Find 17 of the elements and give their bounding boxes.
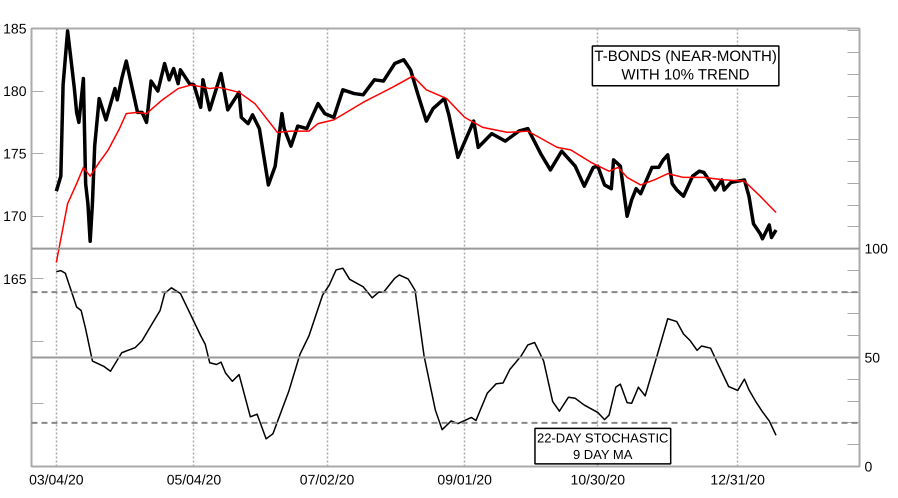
y-tick-label: 180: [3, 83, 27, 100]
y2-tick-label: 100: [864, 240, 888, 257]
x-tick-label: 12/31/20: [710, 472, 766, 488]
x-tick-label: 03/04/20: [29, 472, 84, 488]
y2-tick-label: 0: [864, 458, 872, 474]
y-tick-label: 170: [3, 208, 27, 224]
x-tick-label: 05/04/20: [166, 472, 222, 488]
x-tick-label: 07/02/20: [300, 472, 355, 488]
x-tick-label: 09/01/20: [437, 472, 492, 488]
line-series: [54, 29, 778, 243]
y-tick-label: 185: [3, 20, 27, 36]
annotation: T-BONDS (NEAR-MONTH) WITH 10% TREND: [594, 48, 777, 84]
y-tick-label: 165: [3, 270, 27, 287]
x-tick-label: 10/30/20: [570, 472, 626, 488]
y2-tick-label: 50: [864, 350, 880, 366]
annotation: 22-DAY STOCHASTIC 9 DAY MA: [536, 430, 668, 462]
y-tick-label: 175: [3, 146, 27, 162]
